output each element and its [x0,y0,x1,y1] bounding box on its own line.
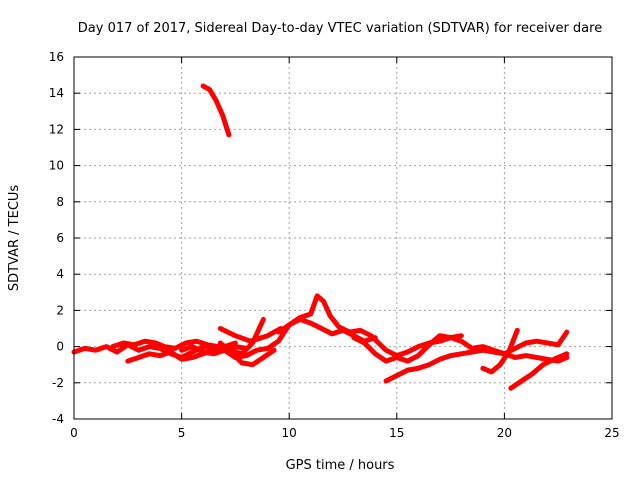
series-line-sat-f [217,340,277,368]
series-line-sat-i [351,329,570,364]
y-tick-label: 12 [49,122,64,136]
y-tick-label: 10 [49,159,64,173]
x-tick-label: 0 [70,426,78,440]
y-tick-label: 4 [56,267,64,281]
series-layer [71,83,570,391]
y-tick-label: 0 [56,340,64,354]
y-tick-label: 8 [56,195,64,209]
series-line-sat-l [508,351,570,391]
series-line-sat-b [110,316,266,357]
tick-layer: 0 5 10 15 20 25 -4 -2 0 2 4 6 8 10 12 14 16 [49,50,620,440]
y-tick-label: -2 [52,376,64,390]
series-line-sat-k [480,327,520,375]
chart-title: Day 017 of 2017, Sidereal Day-to-day VTE… [78,21,602,36]
series-line-sat-d [179,316,378,360]
y-axis-label: SDTVAR / TECUs [7,185,22,292]
x-tick-label: 20 [497,426,512,440]
series-line-sat-g [217,326,284,344]
y-tick-label: 14 [49,86,64,100]
x-tick-label: 5 [178,426,186,440]
y-tick-label: -4 [52,412,64,426]
y-tick-label: 2 [56,303,64,317]
series-line-sat-c [125,340,238,364]
y-tick-label: 16 [49,50,64,64]
x-tick-label: 10 [282,426,297,440]
x-axis-label: GPS time / hours [286,458,395,473]
series-line-sat-e [200,83,232,138]
series-line-sat-j [383,347,570,384]
grid-layer [74,57,612,419]
x-tick-label: 25 [604,426,619,440]
y-tick-label: 6 [56,231,64,245]
x-tick-label: 15 [389,426,404,440]
